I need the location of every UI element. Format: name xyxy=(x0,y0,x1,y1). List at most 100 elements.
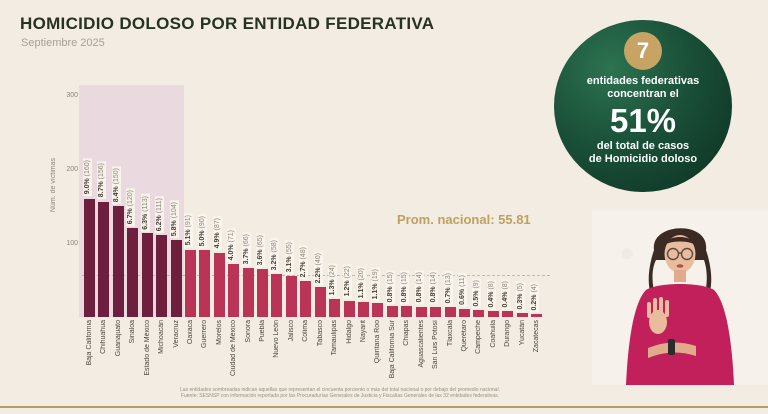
x-category-label: Tabasco xyxy=(316,320,324,347)
bar-value-label: 1.1% (20) xyxy=(356,265,366,301)
x-category-label: Oaxaca xyxy=(186,320,194,345)
bar-value-label: 8.4% (150) xyxy=(111,165,121,204)
bar-value-label: 0.3% (5) xyxy=(515,280,525,312)
badge-number: 7 xyxy=(624,32,662,70)
plot-area: 9.0% (160) 8.7% (156) 8.4% (150) 6.7% (120)… xyxy=(79,85,550,317)
bar xyxy=(257,268,269,317)
bar xyxy=(357,302,369,317)
bar-value-label: 2.7% (48) xyxy=(299,245,309,280)
bar-value-label: 0.6% (11) xyxy=(457,273,467,307)
x-category-label: Campeche xyxy=(475,320,483,354)
bar-value-label: 3.1% (55) xyxy=(284,239,294,275)
x-category-label: Estado de México xyxy=(143,320,151,376)
x-category-label: Guerrero xyxy=(201,320,209,349)
badge-line3: del total de casos xyxy=(596,140,690,152)
badge-line2: concentran el xyxy=(607,88,679,100)
x-category-label: Hidalgo xyxy=(345,320,353,344)
bar-value-label: 0.8% (15) xyxy=(400,269,410,304)
x-category-label: Chiapas xyxy=(403,320,411,346)
bar xyxy=(430,306,442,317)
bar-value-label: 0.8% (14) xyxy=(429,270,439,305)
y-tick-label: 300 xyxy=(66,92,78,99)
bar-value-label: 4.9% (87) xyxy=(212,216,222,251)
interpreter-illustration xyxy=(626,228,734,385)
bar xyxy=(84,198,95,317)
bar xyxy=(242,268,254,317)
x-category-label: Quintana Roo xyxy=(374,320,382,364)
national-average-caption: Prom. nacional: 55.81 xyxy=(397,212,531,227)
x-category-label: Aguascalientes xyxy=(417,320,425,368)
bar-value-label: 4.0% (71) xyxy=(227,228,237,263)
bar-value-label: 3.2% (58) xyxy=(270,237,280,273)
bar xyxy=(170,240,182,317)
x-category-label: Jalisco xyxy=(287,320,295,342)
bar xyxy=(516,313,528,317)
bar xyxy=(98,201,110,317)
bar-value-label: 1.2% (22) xyxy=(342,264,352,299)
footer-notes: Las entidades sombreadas indican aquella… xyxy=(70,387,610,399)
bottom-gold-rule xyxy=(0,406,768,408)
y-axis: 100 200 300 xyxy=(56,85,80,317)
bar-value-label: 9.0% (160) xyxy=(83,158,92,197)
bar xyxy=(444,307,456,317)
bar-value-label: 2.2% (40) xyxy=(313,251,323,286)
x-category-label: Guanajuato xyxy=(114,320,122,357)
bar-value-label: 5.8% (104) xyxy=(169,199,179,239)
bar xyxy=(502,311,514,317)
bar-value-label: 0.8% (14) xyxy=(414,270,424,305)
bar-value-label: 0.5% (9) xyxy=(472,277,482,309)
bar-value-label: 6.2% (111) xyxy=(155,195,165,233)
x-category-label: Puebla xyxy=(259,320,267,342)
x-category-label: Chihuahua xyxy=(100,320,108,354)
bar-value-label: 3.7% (66) xyxy=(241,231,251,267)
bar xyxy=(372,302,384,317)
bar-value-label: 5.0% (90) xyxy=(198,214,208,249)
x-category-label: Baja California xyxy=(86,320,93,366)
bar xyxy=(386,305,398,317)
bar xyxy=(487,311,499,317)
y-tick-label: 100 xyxy=(66,240,78,247)
x-category-label: Coahuila xyxy=(489,320,497,348)
x-category-label: Baja California Sur xyxy=(388,320,396,379)
sign-language-interpreter-video xyxy=(592,210,768,385)
bar xyxy=(300,281,312,317)
bar xyxy=(156,234,168,317)
bar xyxy=(458,308,470,317)
badge-line4: de Homicidio doloso xyxy=(588,153,698,165)
x-category-label: Nuevo León xyxy=(273,320,281,358)
badge-percentage: 51% xyxy=(609,102,677,139)
badge-line1: entidades federativas xyxy=(586,75,700,87)
bar xyxy=(228,264,240,317)
bar xyxy=(343,300,355,317)
x-category-label: Ciudad de México xyxy=(230,320,238,377)
bar xyxy=(401,305,413,317)
summary-badge: 7 entidades federativas concentran el 51… xyxy=(554,20,732,192)
bar xyxy=(199,250,211,317)
x-category-label: San Luis Potosí xyxy=(432,320,440,370)
bar-value-label: 1.1% (19) xyxy=(371,266,381,301)
bar-value-label: 6.3% (113) xyxy=(140,193,150,232)
bar-value-label: 0.7% (13) xyxy=(443,271,453,306)
bar-value-label: 0.2% (4) xyxy=(530,281,540,313)
y-tick-label: 200 xyxy=(66,166,78,173)
footer-note-line2: Fuente: SESNSP con información reportada… xyxy=(180,393,500,399)
bar xyxy=(314,287,326,317)
x-category-label: Querétaro xyxy=(460,320,468,352)
bar-value-label: 8.7% (156) xyxy=(97,161,107,200)
x-category-label: Morelos xyxy=(215,320,223,345)
bar xyxy=(415,306,427,317)
x-category-label: Nayarit xyxy=(359,320,367,343)
x-category-label: Tamaulipas xyxy=(331,320,339,356)
bar-value-label: 5.1% (91) xyxy=(183,213,193,248)
bar xyxy=(271,274,283,317)
bar xyxy=(127,228,139,317)
bar-value-label: 0.4% (8) xyxy=(486,278,496,310)
bar xyxy=(141,233,153,317)
bar xyxy=(184,249,196,317)
bar-value-label: 0.4% (8) xyxy=(501,278,511,310)
bar-value-label: 0.8% (15) xyxy=(385,269,395,304)
x-category-label: Michoacán xyxy=(158,320,166,354)
x-category-label: Colima xyxy=(302,320,310,342)
page-subtitle: Septiembre 2025 xyxy=(21,37,105,49)
